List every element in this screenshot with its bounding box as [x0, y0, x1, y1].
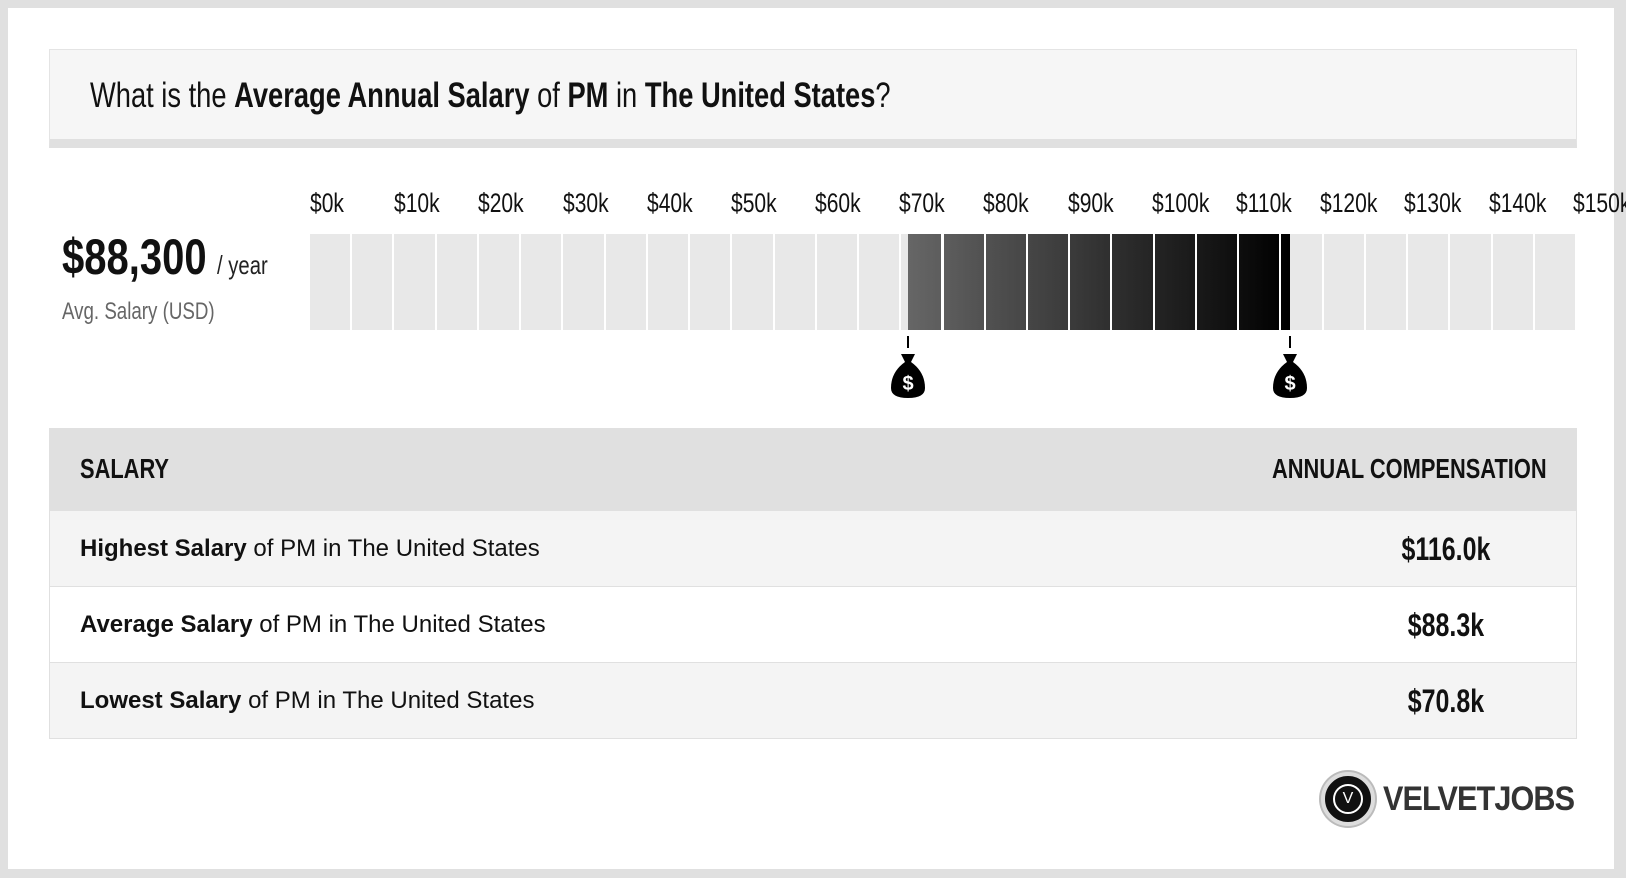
page-header: What is the Average Annual Salary of PM …: [49, 49, 1577, 148]
title-part: in: [608, 76, 645, 115]
salary-range-fill: [1239, 234, 1280, 330]
range-cell: [732, 234, 773, 330]
table-row: Lowest Salary of PM in The United States…: [50, 662, 1576, 738]
tick-label: $110k: [1236, 188, 1292, 218]
tick-label: $90k: [1067, 188, 1114, 218]
average-salary-summary: $88,300 / year Avg. Salary (USD): [62, 228, 282, 325]
table-header: SALARY ANNUAL COMPENSATION: [50, 429, 1576, 510]
header-annual-compensation: ANNUAL COMPENSATION: [1272, 453, 1547, 484]
salary-range-fill: [1027, 234, 1069, 330]
range-cell: [774, 234, 815, 330]
table-row: Average Salary of PM in The United State…: [50, 586, 1576, 662]
tick-label: $20k: [478, 188, 525, 218]
tick-label: $140k: [1488, 188, 1546, 218]
row-label-rest: of PM in The United States: [246, 535, 540, 562]
table-row: Highest Salary of PM in The United State…: [50, 510, 1576, 586]
range-cell: [394, 234, 435, 330]
range-cell: [605, 234, 646, 330]
row-description: Highest Salary of PM in The United State…: [80, 535, 540, 563]
header-salary: SALARY: [80, 453, 169, 484]
salary-range-ticks: $0k $10k $20k $30k $40k $50k $60k $70k $80k $90k $…: [310, 188, 1626, 218]
range-cell: [521, 234, 562, 330]
row-label-bold: Average Salary: [80, 611, 253, 638]
row-value: $70.8k: [1346, 683, 1546, 720]
salary-range-fill: [1112, 234, 1153, 330]
row-description: Average Salary of PM in The United State…: [80, 611, 546, 639]
title-part: Average Annual Salary: [234, 76, 530, 115]
row-value-text: $88.3k: [1407, 607, 1485, 643]
row-label-bold: Highest Salary: [80, 535, 247, 562]
tick-label: $0k: [310, 188, 344, 218]
salary-range-fill: [943, 234, 984, 330]
tick-label: $50k: [730, 188, 777, 218]
high-salary-marker: $: [1270, 336, 1310, 405]
row-label-bold: Lowest Salary: [80, 687, 242, 714]
salary-range-fill: [985, 234, 1026, 330]
row-value-text: $116.0k: [1401, 531, 1491, 567]
svg-text:$: $: [902, 373, 913, 395]
tick-label: $40k: [646, 188, 693, 218]
range-cell: [647, 234, 689, 330]
salary-range-fill: [1196, 234, 1238, 330]
title-part: The United States: [644, 76, 876, 115]
title-part: PM: [567, 76, 609, 115]
tick-label: $80k: [983, 188, 1030, 218]
range-cell: [1492, 234, 1533, 330]
range-cell: [690, 234, 731, 330]
tick-label: $100k: [1151, 188, 1210, 218]
logo-mark: V: [1321, 772, 1375, 826]
range-cell: [1365, 234, 1407, 330]
range-cell: [1408, 234, 1449, 330]
salary-range-fill: [1281, 234, 1290, 330]
row-description: Lowest Salary of PM in The United States: [80, 687, 534, 715]
svg-text:$: $: [1284, 373, 1295, 395]
row-value: $88.3k: [1346, 607, 1546, 644]
page-title: What is the Average Annual Salary of PM …: [90, 76, 891, 116]
range-cell: [1534, 234, 1575, 330]
salary-range-bar: [310, 234, 1577, 330]
range-cell: [816, 234, 858, 330]
title-part: What is the: [90, 76, 235, 115]
salary-range-fill: [1070, 234, 1111, 330]
tick-label: $120k: [1320, 188, 1378, 218]
title-part: ?: [875, 76, 891, 115]
average-salary-caption: Avg. Salary (USD): [62, 298, 215, 325]
range-cell: [563, 234, 604, 330]
average-salary-amount: $88,300: [62, 229, 207, 285]
tick-label: $60k: [815, 188, 861, 218]
range-cell: [436, 234, 477, 330]
tick-label: $70k: [899, 188, 945, 218]
per-year-label: / year: [216, 250, 268, 280]
tick-label: $30k: [562, 188, 609, 218]
money-bag-icon: $: [891, 354, 926, 398]
row-label-rest: of PM in The United States: [241, 687, 535, 714]
tick-label: $130k: [1404, 188, 1462, 218]
logo-wordmark: VELVETJOBS: [1383, 779, 1575, 818]
range-cell: [859, 234, 900, 330]
tick-label: $150k+: [1572, 188, 1626, 218]
title-part: of: [529, 76, 568, 115]
range-cell: [352, 234, 393, 330]
range-cell: [1450, 234, 1491, 330]
velvetjobs-logo[interactable]: V VELVETJOBS: [1321, 772, 1595, 826]
money-bag-icon: $: [1272, 354, 1307, 398]
salary-table: SALARY ANNUAL COMPENSATION Highest Salar…: [49, 428, 1577, 739]
salary-range-fill: [1154, 234, 1195, 330]
row-value: $116.0k: [1346, 531, 1546, 568]
row-label-rest: of PM in The United States: [252, 611, 546, 638]
low-salary-marker: $: [888, 336, 928, 405]
tick-label: $10k: [394, 188, 440, 218]
salary-range-fill: [908, 234, 942, 330]
range-cell: [310, 234, 351, 330]
row-value-text: $70.8k: [1407, 683, 1485, 719]
range-cell: [478, 234, 520, 330]
range-cell: [1323, 234, 1364, 330]
